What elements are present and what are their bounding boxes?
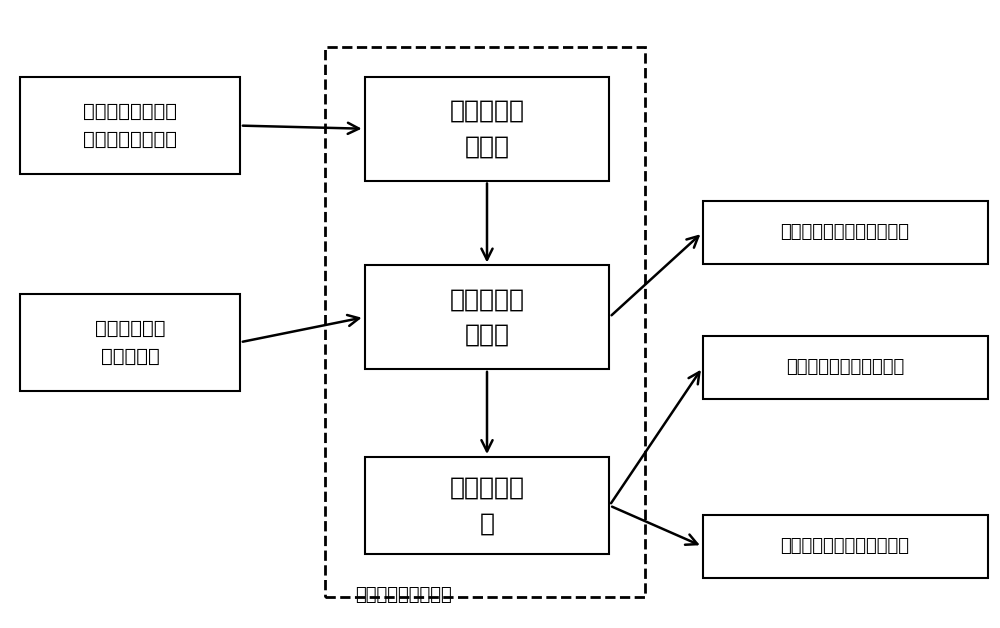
FancyBboxPatch shape [20, 294, 240, 391]
FancyBboxPatch shape [702, 201, 988, 264]
Text: 显示故障点位置及发电参数: 显示故障点位置及发电参数 [780, 224, 910, 241]
Text: 异常现象分
类模块: 异常现象分 类模块 [450, 288, 524, 347]
Text: 在线仿真模
块: 在线仿真模 块 [450, 476, 524, 535]
Text: 实时监测数据输入
（实时发电效率）: 实时监测数据输入 （实时发电效率） [83, 102, 177, 149]
FancyBboxPatch shape [702, 336, 988, 399]
Text: 相关系数计
算模块: 相关系数计 算模块 [450, 99, 524, 158]
FancyBboxPatch shape [702, 515, 988, 578]
FancyBboxPatch shape [20, 77, 240, 174]
Text: 故障识别和定位系统: 故障识别和定位系统 [355, 586, 452, 604]
FancyBboxPatch shape [364, 77, 609, 181]
Text: 智能识别光伏系统异常原因: 智能识别光伏系统异常原因 [780, 538, 910, 555]
Text: 智能定位光伏系统故障点: 智能定位光伏系统故障点 [786, 359, 904, 376]
FancyBboxPatch shape [364, 457, 609, 554]
Text: 距离数据输入
（经纬度）: 距离数据输入 （经纬度） [95, 319, 165, 365]
FancyBboxPatch shape [364, 265, 609, 369]
